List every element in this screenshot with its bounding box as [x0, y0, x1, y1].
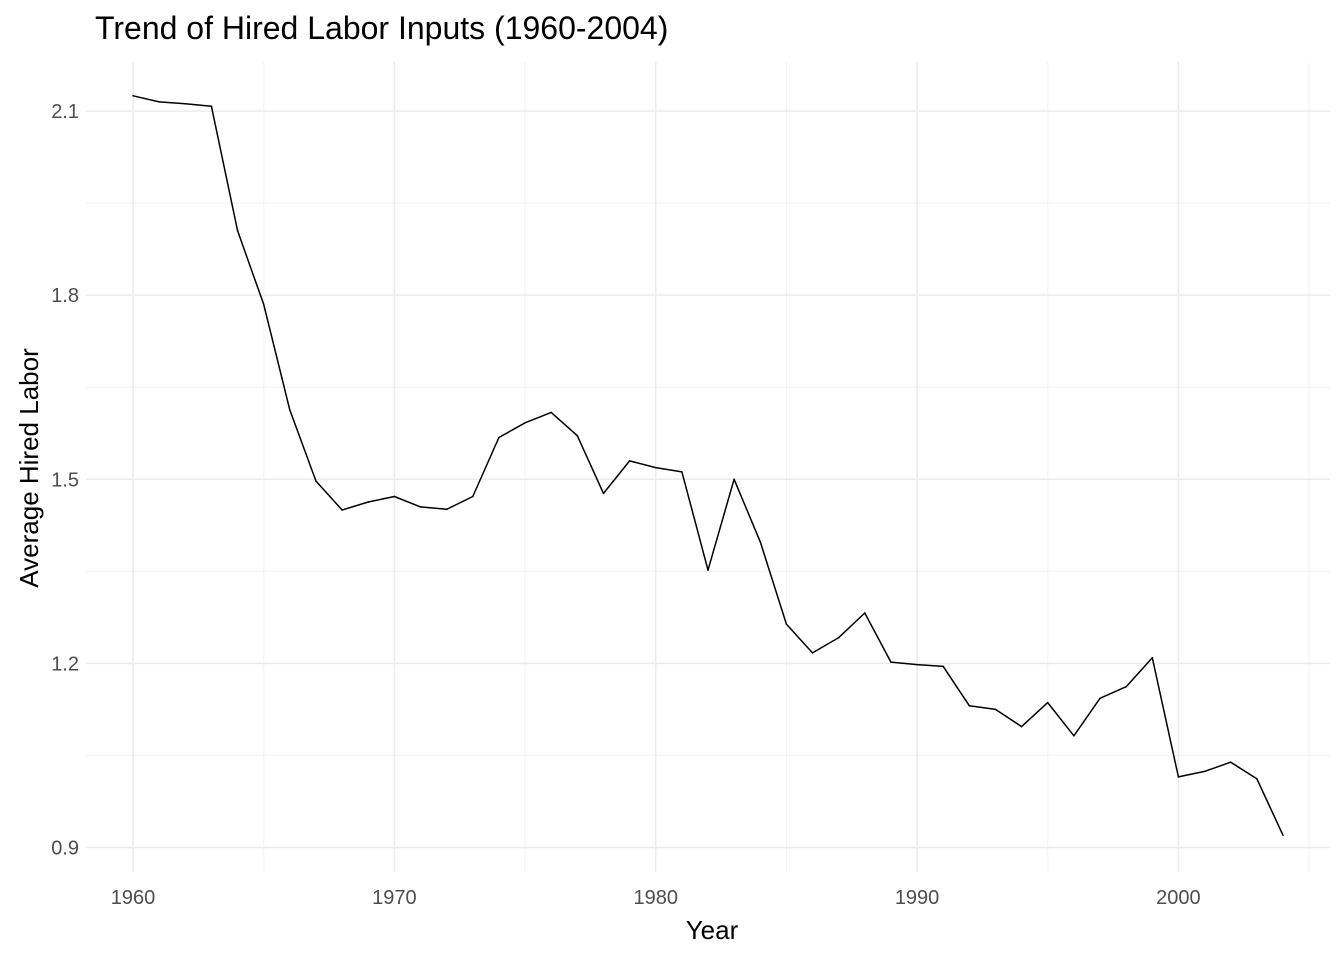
y-tick-label: 1.8: [51, 285, 79, 307]
data-point: [1125, 685, 1127, 688]
data-point: [550, 411, 552, 414]
data-point: [733, 478, 735, 481]
data-point: [262, 303, 265, 306]
chart-title: Trend of Hired Labor Inputs (1960-2004): [95, 10, 669, 46]
data-point: [968, 704, 971, 707]
data-point: [654, 466, 657, 469]
data-point: [393, 495, 396, 498]
data-point: [628, 460, 631, 462]
x-tick-label: 1970: [372, 887, 417, 909]
data-point: [419, 506, 422, 508]
x-tick-label: 1990: [895, 887, 940, 909]
x-tick-label: 2000: [1156, 887, 1201, 909]
y-tick-label: 1.5: [51, 469, 79, 491]
x-axis-title: Year: [686, 915, 739, 945]
data-point: [1203, 770, 1206, 773]
data-point: [916, 663, 918, 666]
series-line: [132, 95, 1284, 836]
x-tick-label: 1980: [633, 887, 678, 909]
major-gridlines: [86, 62, 1330, 872]
data-point: [576, 434, 579, 437]
data-point: [132, 94, 134, 97]
y-axis-tick-labels: 0.9 1.2 1.5 1.8 2.1: [51, 101, 79, 859]
minor-gridlines: [86, 62, 1330, 872]
data-point: [785, 623, 788, 625]
data-point: [681, 471, 683, 473]
data-point: [811, 652, 814, 654]
y-tick-label: 0.9: [51, 837, 79, 859]
data-point: [1177, 776, 1180, 778]
data-point: [471, 495, 474, 498]
data-point: [994, 708, 997, 711]
data-point: [184, 102, 187, 105]
data-point: [602, 492, 605, 495]
data-point: [759, 541, 762, 543]
y-tick-label: 1.2: [51, 653, 79, 675]
data-point: [289, 409, 291, 411]
data-point: [1099, 697, 1101, 700]
data-point: [445, 508, 448, 511]
data-point: [315, 480, 317, 482]
y-tick-label: 2.1: [51, 101, 79, 123]
data-point: [1046, 701, 1049, 704]
data-point: [1229, 761, 1232, 763]
series-layer: [132, 94, 1284, 836]
data-point: [158, 101, 160, 103]
data-point: [1151, 657, 1154, 659]
data-point: [1282, 834, 1284, 836]
data-point: [210, 105, 213, 107]
x-tick-label: 1960: [111, 887, 156, 909]
data-point: [498, 436, 500, 439]
x-axis-tick-labels: 1960 1970 1980 1990 2000: [111, 887, 1201, 909]
data-point: [524, 422, 526, 424]
y-axis-title: Average Hired Labor: [14, 348, 44, 588]
data-point: [837, 636, 840, 639]
data-point: [890, 661, 892, 663]
data-point: [942, 665, 945, 668]
data-point: [1020, 725, 1023, 728]
data-point: [1073, 734, 1075, 737]
data-point: [236, 229, 239, 232]
data-point: [367, 501, 370, 503]
data-point: [341, 509, 343, 511]
data-point: [707, 569, 709, 571]
data-point: [1256, 777, 1258, 780]
data-point: [864, 612, 866, 614]
